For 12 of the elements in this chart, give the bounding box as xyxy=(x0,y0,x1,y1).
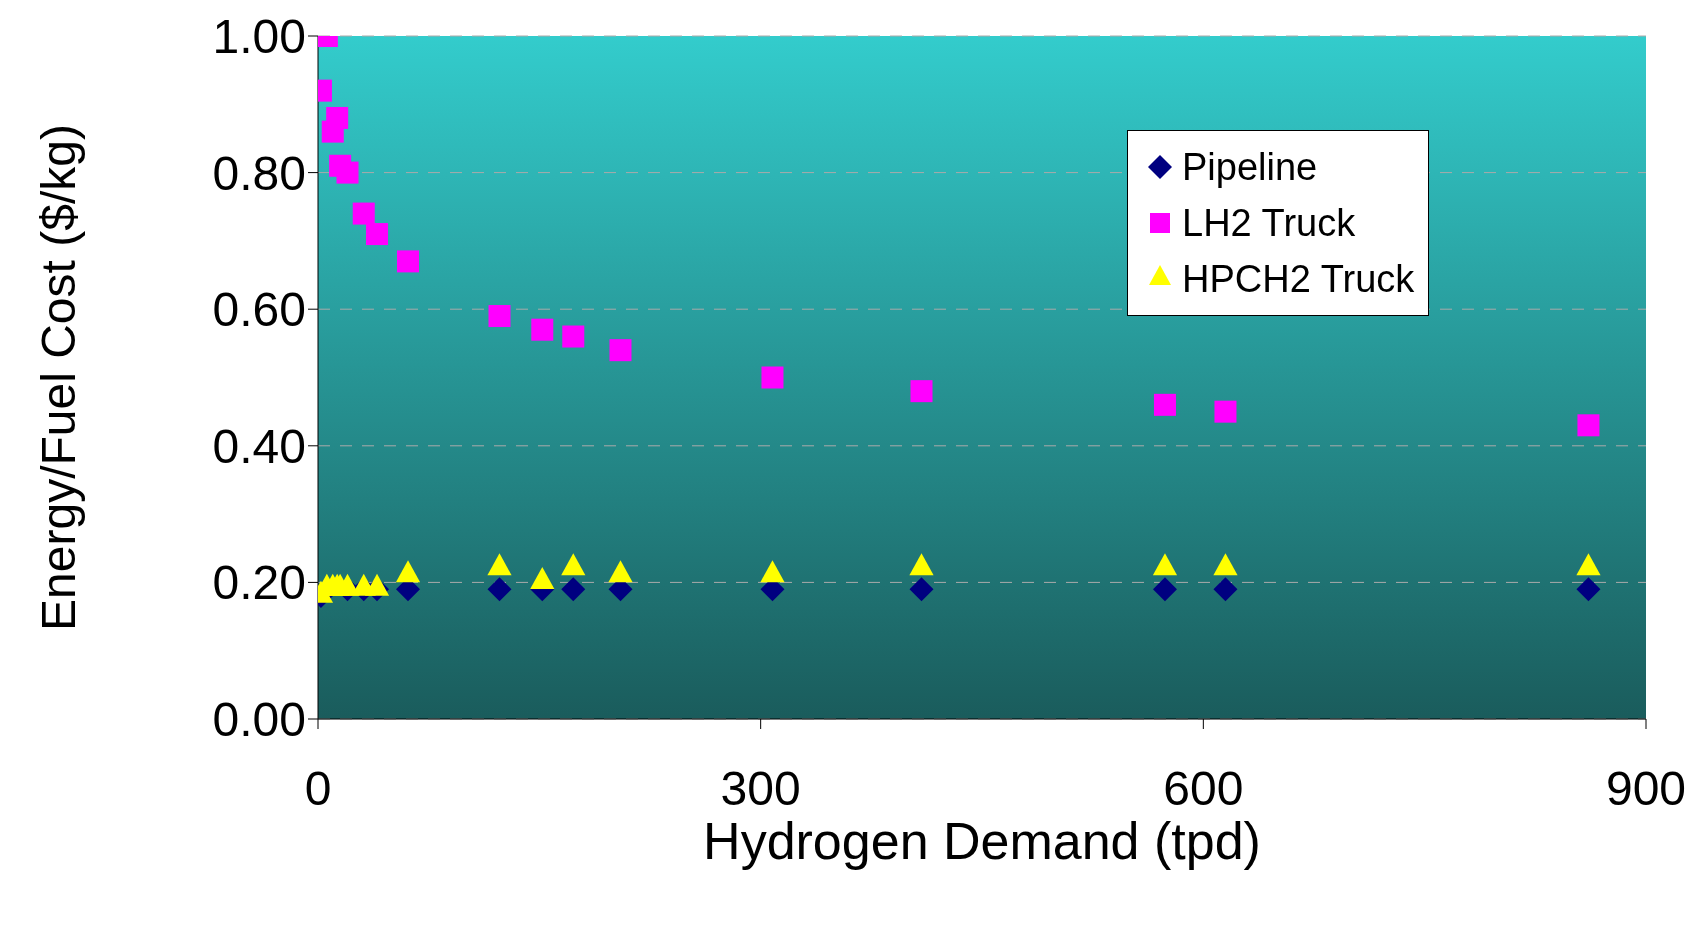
y-tick-label: 0.20 xyxy=(212,556,306,610)
x-tick-label: 0 xyxy=(304,762,332,816)
y-tick-label: 0.00 xyxy=(212,693,306,747)
y-tick-label: 0.60 xyxy=(212,283,306,337)
x-tick-label: 900 xyxy=(1605,762,1687,816)
legend-label: Pipeline xyxy=(1182,145,1318,189)
legend-label: LH2 Truck xyxy=(1182,201,1356,245)
y-tick-label: 0.40 xyxy=(212,419,306,473)
legend-label: HPCH2 Truck xyxy=(1182,257,1415,301)
y-tick-label: 0.80 xyxy=(212,146,306,200)
y-tick-label: 1.00 xyxy=(212,10,306,64)
y-axis-title: Energy/Fuel Cost ($/kg) xyxy=(32,124,86,631)
